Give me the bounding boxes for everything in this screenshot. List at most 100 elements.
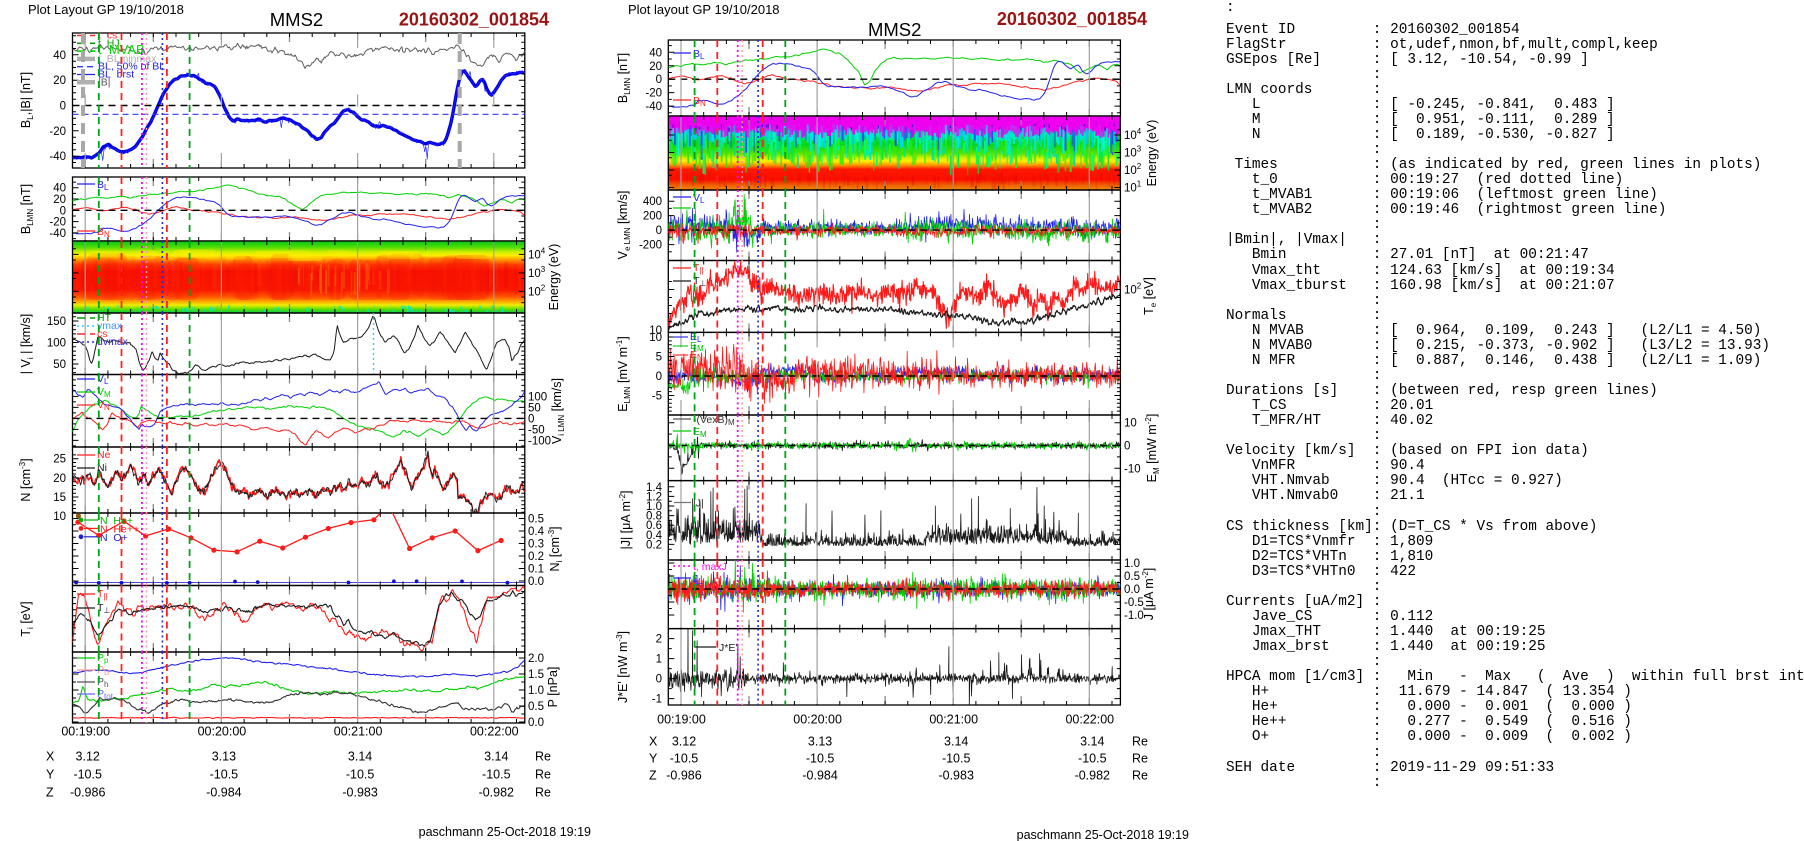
svg-text:3.14: 3.14 — [348, 750, 372, 764]
svg-text:-10.5: -10.5 — [806, 752, 835, 766]
svg-text:00:20:00: 00:20:00 — [793, 713, 842, 727]
svg-text:1.2: 1.2 — [646, 491, 662, 503]
svg-text:BL, 50% of BL: BL, 50% of BL — [98, 61, 165, 73]
svg-text:104: 104 — [528, 246, 546, 261]
svg-text:3.12: 3.12 — [672, 735, 696, 749]
svg-text:-(VexB)M: -(VexB)M — [693, 414, 735, 427]
svg-text:0.0: 0.0 — [1124, 584, 1140, 596]
svg-text:0.0: 0.0 — [528, 717, 544, 729]
svg-text:40: 40 — [53, 183, 66, 195]
svg-text:3.13: 3.13 — [808, 735, 832, 749]
svg-text:-10.5: -10.5 — [482, 768, 511, 782]
svg-text:P [nPa]: P [nPa] — [546, 667, 560, 708]
svg-text:-20: -20 — [49, 126, 66, 138]
svg-text:50: 50 — [528, 402, 541, 414]
svg-text:103: 103 — [528, 265, 546, 280]
svg-text:EN: EN — [690, 349, 703, 362]
svg-text:T⊥: T⊥ — [693, 275, 706, 288]
svg-text:Y: Y — [649, 752, 658, 766]
svg-text:-20: -20 — [49, 217, 66, 229]
svg-text:-0.5: -0.5 — [1124, 597, 1144, 609]
svg-text:Ve LMN [km/s]: Ve LMN [km/s] — [616, 191, 632, 260]
svg-text:-20: -20 — [645, 88, 662, 100]
svg-text:0: 0 — [656, 74, 662, 86]
svg-text:BN: BN — [97, 226, 110, 239]
svg-text:1.0: 1.0 — [1124, 558, 1140, 570]
svg-text:100: 100 — [47, 338, 66, 350]
svg-text:MMS2: MMS2 — [270, 9, 323, 30]
svg-text:0: 0 — [528, 413, 534, 425]
svg-text:Te [eV]: Te [eV] — [1142, 277, 1158, 315]
svg-text:BL: BL — [97, 179, 109, 192]
svg-text:-40: -40 — [49, 151, 66, 163]
svg-text:00:21:00: 00:21:00 — [929, 713, 978, 727]
svg-text:t BLminmax: t BLminmax — [98, 53, 157, 65]
svg-text:BLMN [nT]: BLMN [nT] — [616, 53, 632, 103]
svg-text:Z: Z — [46, 786, 54, 800]
svg-text:EM [mW m-2]: EM [mW m-2] — [1144, 414, 1161, 483]
svg-text:BLMN [nT]: BLMN [nT] — [19, 184, 35, 234]
svg-text:00:22:00: 00:22:00 — [1065, 713, 1114, 727]
svg-text:-0.983: -0.983 — [342, 786, 377, 800]
svg-text:-0.982: -0.982 — [479, 786, 514, 800]
svg-text:20: 20 — [649, 61, 662, 73]
svg-text:-50: -50 — [528, 424, 545, 436]
svg-text:00:19:00: 00:19:00 — [61, 725, 110, 739]
svg-text:-0.982: -0.982 — [1075, 769, 1110, 783]
svg-text:0.4: 0.4 — [528, 526, 545, 538]
svg-text:paschmann 25-Oct-2018 19:19: paschmann 25-Oct-2018 19:19 — [419, 825, 591, 839]
svg-text:BL,|B| [nT]: BL,|B| [nT] — [19, 72, 35, 128]
svg-text:cs: cs — [97, 328, 108, 340]
svg-text:0.2: 0.2 — [646, 539, 662, 551]
svg-text:ELMN [mV m-1]: ELMN [mV m-1] — [615, 336, 632, 411]
svg-text:BL brst: BL brst — [98, 69, 134, 81]
svg-text:1.4: 1.4 — [646, 482, 663, 494]
svg-text:T⊥: T⊥ — [97, 602, 110, 615]
svg-text:0.8: 0.8 — [646, 511, 662, 523]
svg-text:t HJ: t HJ — [98, 37, 120, 49]
svg-text:EM: EM — [690, 340, 704, 353]
svg-text:20160302_001854: 20160302_001854 — [399, 10, 549, 30]
svg-text:EL: EL — [690, 331, 702, 344]
svg-text:0.5: 0.5 — [528, 514, 544, 526]
svg-text:Pp: Pp — [97, 652, 109, 665]
svg-text:0.5: 0.5 — [1124, 571, 1140, 583]
svg-text:3.14: 3.14 — [1080, 735, 1104, 749]
svg-text:00:22:00: 00:22:00 — [470, 725, 519, 739]
svg-text:20160302_001854: 20160302_001854 — [997, 9, 1147, 29]
svg-text:3.12: 3.12 — [76, 750, 100, 764]
svg-text:0: 0 — [656, 225, 662, 237]
svg-text:| Vi | [km/s]: | Vi | [km/s] — [19, 314, 35, 374]
svg-text:BL: BL — [693, 48, 705, 61]
svg-text:00:20:00: 00:20:00 — [198, 725, 247, 739]
svg-text:MMS2: MMS2 — [868, 19, 921, 40]
svg-text:101: 101 — [1124, 180, 1142, 195]
svg-text:-10.5: -10.5 — [942, 752, 971, 766]
svg-text:3.14: 3.14 — [944, 735, 968, 749]
svg-text:N He++: N He++ — [100, 523, 139, 535]
svg-text:-1.0: -1.0 — [1124, 610, 1144, 622]
svg-text:-40: -40 — [49, 228, 66, 240]
svg-text:-10.5: -10.5 — [73, 768, 102, 782]
svg-text:0.4: 0.4 — [646, 530, 663, 542]
svg-text:-100: -100 — [528, 435, 551, 447]
svg-text:Energy (eV): Energy (eV) — [1145, 120, 1159, 187]
svg-text:Ne: Ne — [97, 449, 111, 461]
svg-text:20: 20 — [53, 194, 66, 206]
svg-text:T||: T|| — [693, 262, 704, 275]
svg-text:|J| [μA m-2]: |J| [μA m-2] — [618, 490, 633, 549]
svg-text:|J|: |J| — [693, 498, 704, 510]
svg-text:T||: T|| — [97, 588, 108, 601]
svg-text:0.6: 0.6 — [646, 520, 662, 532]
svg-text:25: 25 — [53, 454, 66, 466]
svg-text:Re: Re — [1132, 735, 1148, 749]
svg-text:-10.5: -10.5 — [1078, 752, 1107, 766]
svg-text:-200: -200 — [639, 240, 662, 252]
svg-text:104: 104 — [1124, 127, 1142, 142]
svg-text:200: 200 — [643, 211, 662, 223]
svg-text:0: 0 — [60, 205, 66, 217]
svg-text:50: 50 — [53, 359, 66, 371]
svg-text:-0.984: -0.984 — [802, 769, 837, 783]
svg-text:-10.5: -10.5 — [210, 768, 239, 782]
svg-text:00:19:00: 00:19:00 — [657, 713, 706, 727]
